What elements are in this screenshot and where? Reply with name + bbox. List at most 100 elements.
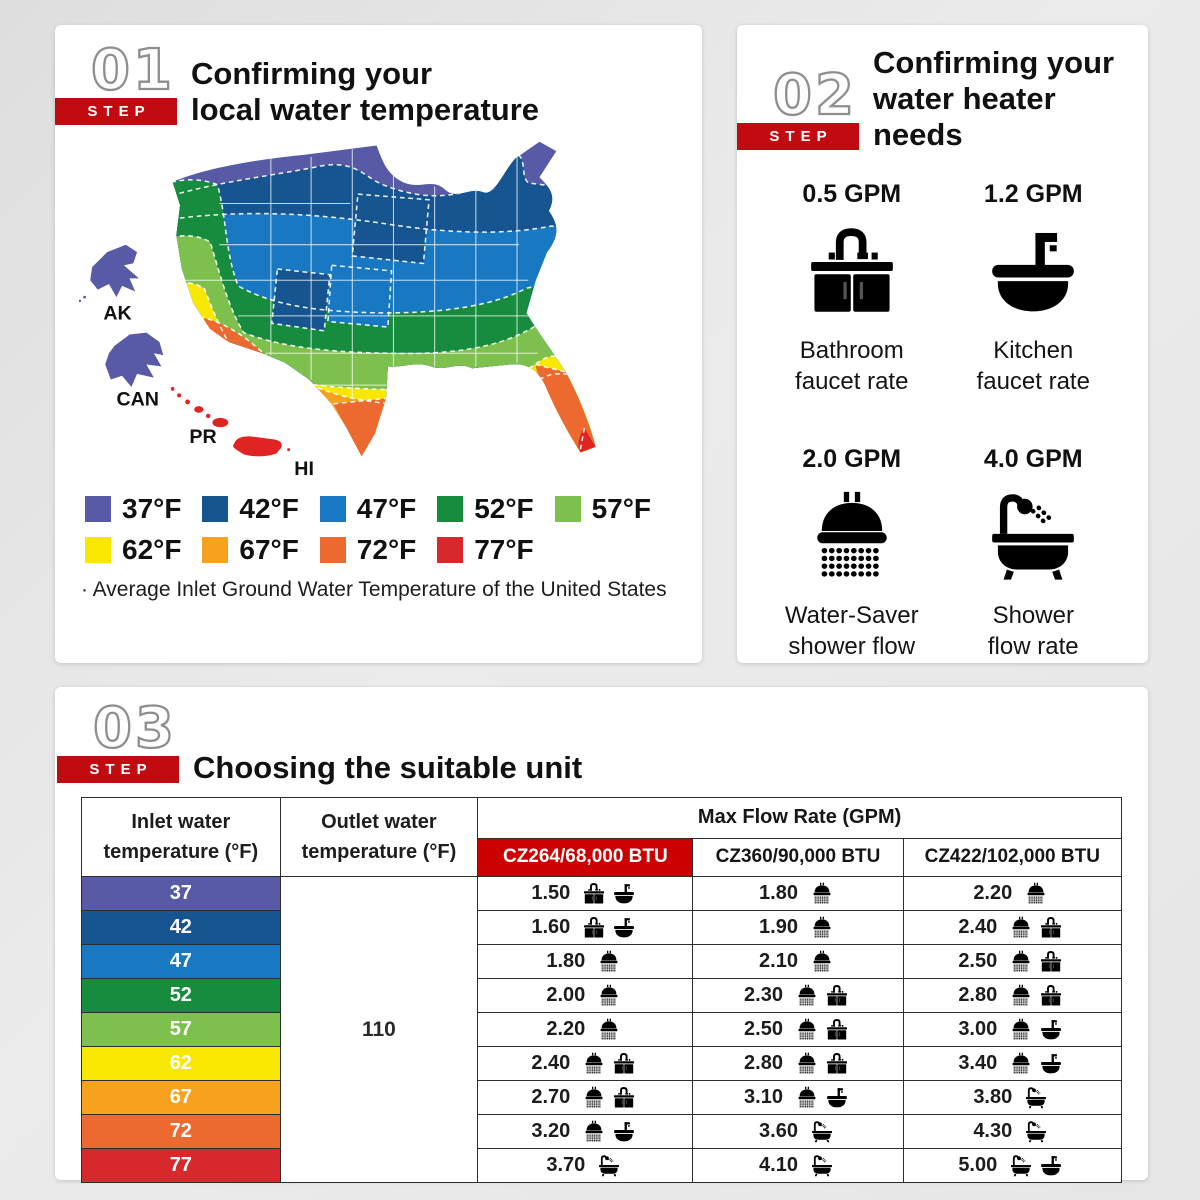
fixture-icon-box: [944, 217, 1122, 329]
model-header: CZ422/102,000 BTU: [902, 837, 1123, 877]
legend-item: 42°F: [202, 493, 319, 525]
legend-swatch: [319, 496, 346, 522]
table-header-row-1: Inlet water temperature (°F) Outlet water…: [81, 797, 1122, 877]
flow-value: 4.30: [973, 1120, 1013, 1142]
shower-head-icon: [582, 1120, 606, 1144]
bathtub-icon: [1009, 1154, 1033, 1178]
map-label-hi: HI: [294, 458, 314, 480]
shower-head-icon: [1009, 1018, 1033, 1042]
step1-number: 01: [90, 38, 175, 103]
table-row: 67 2.70 3.10 3.80: [81, 1080, 1123, 1115]
shower-head-icon: [582, 1086, 606, 1110]
flow-table-head: Inlet water temperature (°F) Outlet water…: [81, 797, 1123, 877]
flow-value: 2.70: [531, 1086, 571, 1108]
shower-head-icon: [803, 489, 901, 587]
legend-label: 77°F: [474, 534, 534, 565]
shower-head-icon: [1024, 882, 1048, 906]
fixture-gpm-label: 0.5 GPM: [802, 179, 902, 208]
flow-value-cell: 3.80: [902, 1080, 1123, 1115]
shower-head-icon: [810, 882, 834, 906]
flow-table-body: 37 110 1.50 1.80 2.20 42 1.60 1.90 2.40 47 1.80 2.1…: [81, 876, 1123, 1183]
flow-value-cell: 2.70: [477, 1080, 694, 1115]
flow-value: 2.10: [759, 950, 798, 972]
legend-label: 72°F: [356, 534, 417, 565]
fixture-caption: Kitchen faucet rate: [976, 336, 1090, 396]
flow-value-cell: 3.60: [692, 1114, 904, 1149]
bathtub-icon: [597, 1154, 621, 1178]
shower-head-icon: [1009, 916, 1033, 940]
table-row: 37 110 1.50 1.80 2.20: [81, 876, 1123, 1183]
flow-value: 2.80: [744, 1052, 783, 1074]
table-row: 57 2.20 2.50 3.00: [81, 1012, 1123, 1047]
shower-head-icon: [795, 1052, 819, 1076]
legend-swatch: [437, 537, 464, 563]
bathtub-icon: [1024, 1086, 1048, 1110]
bathroom-faucet-icon: [825, 1018, 849, 1042]
flow-table: Inlet water temperature (°F) Outlet water…: [81, 797, 1123, 1183]
kitchen-faucet-icon: [612, 882, 636, 906]
flow-value-cell: 1.80: [692, 876, 904, 911]
flow-value-cell: 3.20: [477, 1114, 694, 1149]
shower-head-icon: [582, 1052, 606, 1076]
shower-head-icon: [795, 1018, 819, 1042]
flow-value: 1.60: [531, 916, 571, 938]
step1-header: 01 STEP Confirming your local water tempe…: [55, 38, 678, 128]
bathroom-faucet-icon: [825, 1052, 849, 1076]
hi-island-dot: [287, 448, 291, 452]
flow-value: 3.40: [958, 1052, 998, 1074]
bathroom-faucet-icon: [1039, 950, 1063, 974]
flow-value-cell: 2.00: [477, 978, 694, 1013]
shower-head-icon: [795, 984, 819, 1008]
flow-value-cell: 1.90: [692, 910, 904, 945]
legend-label: 42°F: [239, 493, 299, 524]
inlet-temp-cell: 57: [81, 1012, 281, 1047]
inlet-temp-cell: 72: [81, 1114, 281, 1149]
bathroom-faucet-icon: [612, 1086, 636, 1110]
fixture-card: 0.5 GPM Bathroom faucet rate: [763, 180, 941, 397]
map-label-can: CAN: [116, 389, 159, 411]
step3-panel: 03 STEP Choosing the suitable unit Inlet…: [55, 687, 1148, 1183]
flow-value-cell: 4.30: [902, 1114, 1123, 1149]
step2-title-line1: Confirming your: [873, 45, 1115, 80]
legend-label: 62°F: [122, 534, 182, 565]
fixture-icon-box: [763, 217, 941, 329]
flow-value-cell: 2.40: [902, 910, 1123, 945]
shower-head-icon: [1009, 950, 1033, 974]
inlet-header: Inlet water temperature (°F): [81, 797, 281, 877]
inlet-temp-cell: 77: [81, 1148, 281, 1183]
us-mainland: [172, 141, 596, 457]
legend-swatch: [202, 537, 229, 563]
kitchen-faucet-icon: [1039, 1052, 1063, 1076]
flow-value-cell: 1.80: [477, 944, 694, 979]
table-row: 52 2.00 2.30 2.80: [81, 978, 1123, 1013]
shower-head-icon: [795, 1086, 819, 1110]
step1-title-line2: local water temperature: [191, 92, 540, 128]
step2-panel: 02 STEP Confirming your water heater need…: [737, 25, 1148, 663]
outlet-temp-cell: 110: [279, 876, 479, 1183]
flow-value-cell: 1.60: [477, 910, 694, 945]
map-label-pr: PR: [189, 426, 216, 448]
model-header: CZ360/90,000 BTU: [692, 837, 904, 877]
fixture-grid: 0.5 GPM Bathroom faucet rate 1.2 GPM Kitche…: [761, 180, 1124, 663]
max-flow-header: Max Flow Rate (GPM): [477, 797, 1122, 839]
fixture-icon-box: [944, 482, 1122, 594]
legend-label: 52°F: [474, 493, 534, 524]
step1-title: Confirming your local water temperature: [191, 56, 539, 128]
bathroom-faucet-icon: [825, 984, 849, 1008]
flow-value: 3.80: [973, 1086, 1013, 1108]
step2-title-line2: water heater needs: [873, 80, 1056, 152]
fixture-caption: Water-Saver shower flow: [784, 602, 919, 661]
step3-badge: 03 STEP: [57, 699, 179, 783]
flow-value-cell: 2.20: [477, 1012, 694, 1047]
kitchen-faucet-icon: [612, 1120, 636, 1144]
fixture-gpm-label: 1.2 GPM: [983, 179, 1083, 208]
flow-value: 4.10: [759, 1154, 798, 1176]
bathtub-icon: [1024, 1120, 1048, 1144]
legend-label: 47°F: [356, 493, 417, 524]
flow-value-cell: 3.40: [902, 1046, 1123, 1081]
step1-step-label: STEP: [55, 98, 177, 125]
fixture-card: 4.0 GPM Shower flow rate: [944, 445, 1122, 662]
inlet-temp-cell: 67: [81, 1080, 281, 1115]
bathroom-faucet-icon: [582, 916, 606, 940]
map-label-ak: AK: [103, 303, 131, 325]
